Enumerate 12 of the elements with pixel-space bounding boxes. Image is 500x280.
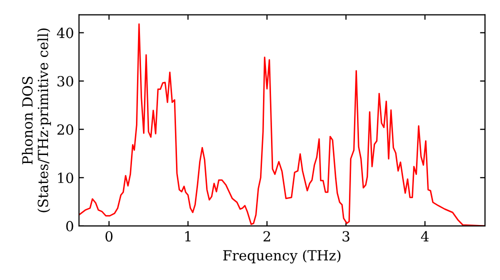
x-tick-label: 2	[264, 231, 270, 242]
y-tick-label: 20	[57, 124, 74, 135]
x-tick-label: 0	[106, 231, 113, 242]
y-tick-label: 0	[66, 220, 74, 232]
x-tick-label: 3	[342, 231, 350, 242]
x-tick-label: 4	[420, 231, 429, 242]
y-axis-title: Phonon DOS (States/THz·primitive cell)	[22, 28, 51, 212]
x-tick-label: 1	[185, 231, 190, 242]
y-tick-label: 10	[58, 172, 74, 184]
x-axis-title: Frequency (THz)	[223, 250, 340, 264]
y-tick-label: 30	[58, 76, 74, 86]
y-tick-label: 40	[56, 28, 74, 38]
